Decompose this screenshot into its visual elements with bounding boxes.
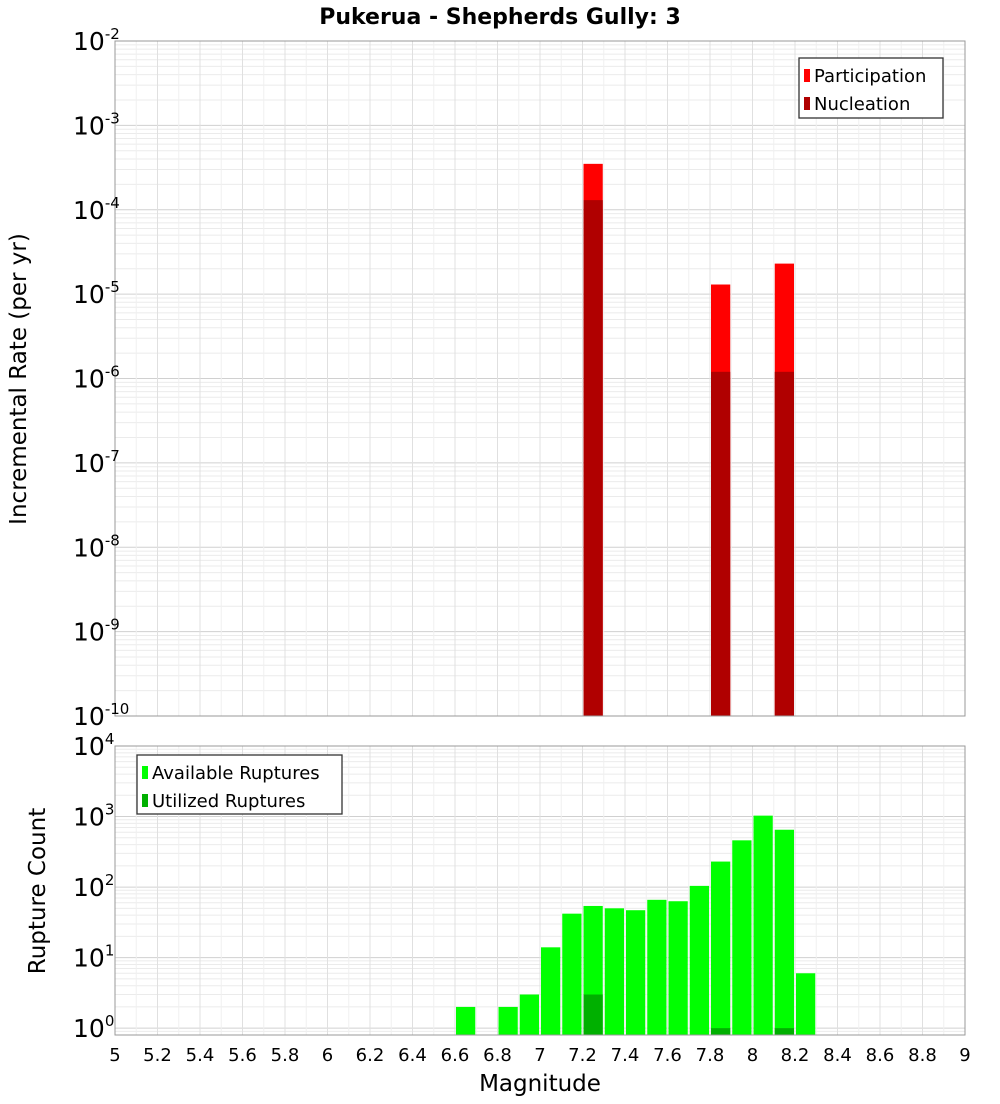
count-y-axis-title: Rupture Count: [25, 808, 51, 974]
count-y-tick-label: 103: [73, 801, 114, 832]
rate-y-tick-labels: 10-2 10-3 10-4 10-5 10-6 10-7 10-8 10-9 10-10: [73, 25, 129, 731]
count-bar-available-ruptures: [541, 947, 561, 1035]
x-tick-label: 5.4: [186, 1045, 215, 1066]
rate-y-tick-label: 10-2: [73, 25, 120, 56]
count-bar-utilized-ruptures: [711, 1028, 731, 1035]
x-tick-label: 8: [747, 1045, 758, 1066]
rate-legend-swatch: [804, 69, 810, 82]
x-tick-label: 5: [109, 1045, 120, 1066]
rate-legend-swatch: [804, 97, 810, 110]
count-bar-available-ruptures: [647, 899, 667, 1035]
rate-y-tick-label: 10-7: [73, 447, 120, 478]
x-tick-label: 7: [534, 1045, 545, 1066]
count-bar-available-ruptures: [689, 885, 709, 1035]
rate-bars: [583, 163, 794, 717]
x-tick-label: 7.2: [568, 1045, 597, 1066]
rate-legend-box: [798, 57, 944, 119]
count-bar-available-ruptures: [626, 910, 646, 1035]
count-bars: [456, 815, 816, 1035]
count-y-tick-label: 100: [73, 1012, 114, 1043]
count-legend: Available Ruptures Utilized Ruptures: [136, 754, 343, 815]
rate-y-tick-label: 10-6: [73, 363, 120, 394]
count-bar-available-ruptures: [668, 901, 688, 1035]
x-tick-labels: 5 5.2 5.4 5.6 5.8 6 6.2 6.4 6.6 6.8 7 7.2 7.4 7.6 7.8 8…: [109, 1045, 970, 1066]
rate-y-tick-label: 10-9: [73, 616, 120, 647]
count-bar-available-ruptures: [456, 1006, 476, 1035]
chart-title: Pukerua - Shepherds Gully: 3: [319, 5, 681, 30]
rate-plot-frame: [114, 40, 966, 717]
x-tick-label: 8.2: [781, 1045, 810, 1066]
x-tick-label: 5.2: [143, 1045, 172, 1066]
count-bar-available-ruptures: [732, 840, 752, 1035]
count-legend-label: Available Ruptures: [152, 763, 320, 784]
count-bar-available-ruptures: [562, 913, 582, 1035]
count-bar-available-ruptures: [796, 973, 816, 1035]
count-y-tick-labels: 104 103 102 101 100: [73, 730, 114, 1043]
rate-bar-nucleation: [711, 371, 731, 716]
count-y-tick-label: 104: [73, 730, 114, 761]
x-axis-title: Magnitude: [479, 1071, 601, 1097]
x-tick-label: 6.2: [356, 1045, 385, 1066]
count-legend-swatch: [142, 766, 148, 779]
count-y-tick-label: 101: [73, 942, 114, 973]
x-tick-label: 7.6: [653, 1045, 682, 1066]
count-bar-available-ruptures: [774, 829, 794, 1035]
count-bar-available-ruptures: [604, 908, 624, 1035]
rate-gridlines: [114, 41, 966, 717]
rate-legend-label: Nucleation: [814, 94, 910, 115]
count-bar-available-ruptures: [498, 1006, 518, 1035]
count-plot-frame: [114, 745, 966, 1036]
count-y-tick-label: 102: [73, 871, 114, 902]
count-bar-utilized-ruptures: [774, 1028, 794, 1035]
x-tick-label: 6.8: [483, 1045, 512, 1066]
x-tick-label: 6.4: [398, 1045, 427, 1066]
count-bar-available-ruptures: [519, 994, 539, 1035]
rate-bar-nucleation: [583, 200, 603, 716]
rate-y-tick-label: 10-5: [73, 278, 120, 309]
x-tick-label: 8.6: [866, 1045, 895, 1066]
x-tick-label: 7.8: [696, 1045, 725, 1066]
x-tick-label: 7.4: [611, 1045, 640, 1066]
x-tick-label: 6: [322, 1045, 333, 1066]
count-bar-available-ruptures: [753, 815, 773, 1035]
rate-y-tick-label: 10-10: [73, 700, 129, 731]
rate-legend-label: Participation: [814, 66, 926, 87]
rate-legend: Participation Nucleation: [798, 57, 944, 119]
count-bar-available-ruptures: [711, 861, 731, 1035]
x-tick-label: 9: [959, 1045, 970, 1066]
x-tick-label: 8.8: [908, 1045, 937, 1066]
count-legend-swatch: [142, 794, 148, 807]
rate-y-axis-title: Incremental Rate (per yr): [6, 233, 32, 525]
x-tick-label: 5.6: [228, 1045, 257, 1066]
x-tick-label: 8.4: [823, 1045, 852, 1066]
count-legend-label: Utilized Ruptures: [152, 791, 305, 812]
rate-y-tick-label: 10-4: [73, 194, 120, 225]
rate-y-tick-label: 10-3: [73, 109, 120, 140]
x-tick-label: 6.6: [441, 1045, 470, 1066]
x-tick-label: 5.8: [271, 1045, 300, 1066]
rate-y-tick-label: 10-8: [73, 531, 120, 562]
count-bar-utilized-ruptures: [583, 994, 603, 1035]
rate-bar-nucleation: [774, 371, 794, 716]
count-legend-box: [136, 754, 343, 815]
